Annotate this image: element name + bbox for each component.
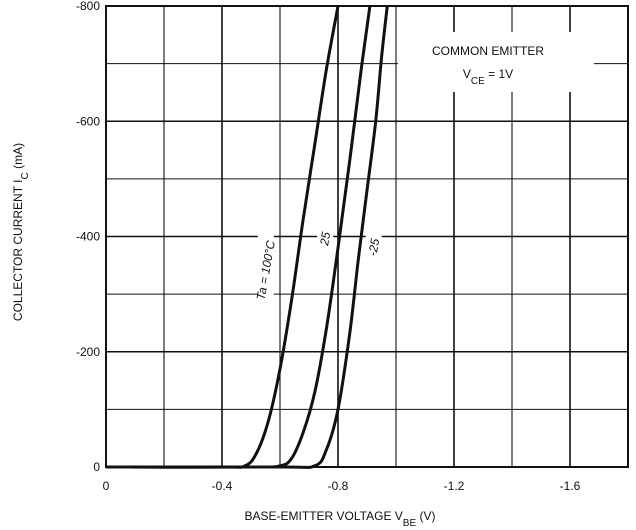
y-tick-label: -800 xyxy=(76,0,100,13)
y-tick-labels: 0 -200 -400 -600 -800 xyxy=(76,0,100,474)
annotation-line2: VCE = 1V xyxy=(463,67,513,87)
x-tick-label: -0.8 xyxy=(328,479,349,493)
x-tick-label: -1.2 xyxy=(444,479,465,493)
curve-label-bg xyxy=(257,225,274,318)
y-tick-label: -400 xyxy=(76,230,100,244)
x-tick-label: -1.6 xyxy=(560,479,581,493)
x-tick-label: -0.4 xyxy=(212,479,233,493)
y-tick-label: -200 xyxy=(76,345,100,359)
y-tick-label: 0 xyxy=(93,460,100,474)
curve-label-1: 25 xyxy=(317,231,333,248)
x-axis-title: BASE-EMITTER VOLTAGE VBE (V) xyxy=(245,509,436,529)
curve-label-bg xyxy=(365,230,382,267)
x-tick-labels: 0 -0.4 -0.8 -1.2 -1.6 xyxy=(103,479,581,493)
curve-label-bg xyxy=(317,225,334,254)
x-tick-label: 0 xyxy=(103,479,110,493)
curve-label-2: -25 xyxy=(365,237,382,257)
y-axis-title: COLLECTOR CURRENT IC (mA) xyxy=(11,143,31,321)
curve-label-0: Ta = 100°C xyxy=(254,239,278,301)
series-line-2 xyxy=(105,5,389,469)
curve-labels: Ta = 100°C 25 -25 xyxy=(254,225,382,318)
series-group xyxy=(105,5,389,469)
annotation-background xyxy=(398,32,594,92)
annotation-line1: COMMON EMITTER xyxy=(432,44,544,58)
y-tick-label: -600 xyxy=(76,114,100,128)
